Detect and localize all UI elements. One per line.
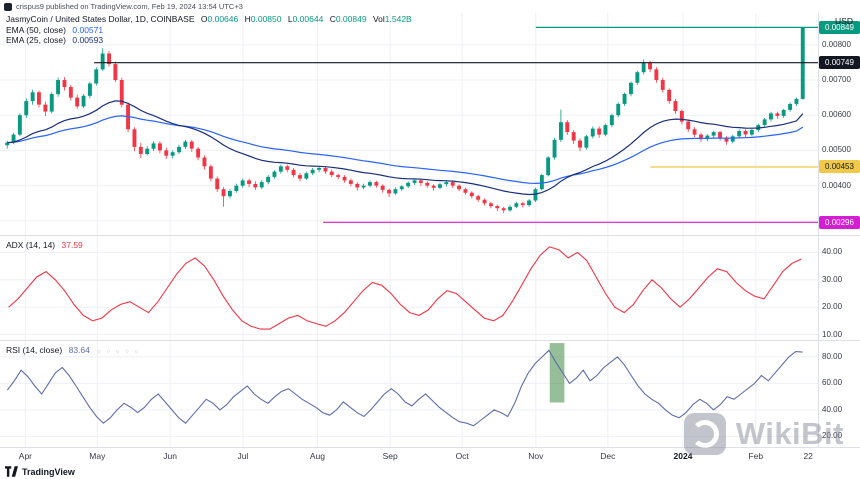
rsi-tick-label: 20.00 (822, 431, 843, 441)
time-axis-label: Sep (382, 451, 398, 461)
wikibit-watermark-text: WikiBit (735, 416, 844, 451)
ohlc-key-high: H (244, 14, 251, 24)
ema50-legend-row: EMA (50, close) 0.00571 (6, 24, 412, 36)
ema50-value: 0.00571 (72, 24, 104, 35)
ohlc-value-close: 0.00849 (335, 14, 367, 24)
rsi-tick-label: 60.00 (822, 378, 843, 388)
symbol-legend-row: JasmyCoin / United States Dollar, 1D, CO… (6, 14, 412, 25)
price-pane-chart[interactable] (0, 13, 818, 235)
price-tick-label: 0.00500 (822, 145, 851, 155)
adx-tick-label: 20.00 (822, 302, 843, 312)
ohlc-key-low: L (287, 14, 293, 24)
rsi-value: 83.64 (68, 345, 90, 355)
time-axis-label: Feb (748, 451, 764, 461)
adx-legend: ADX (14, 14) 37.59 (6, 240, 83, 250)
rsi-legend: RSI (14, close) 83.64 ○ ○ ○ ○ ○ (6, 345, 140, 355)
time-axis-label: Nov (528, 451, 544, 461)
footer-bar: TradingView (0, 464, 860, 479)
tradingview-logo-icon[interactable] (5, 466, 18, 477)
ohlc-key-open: O (200, 14, 208, 24)
time-axis-label: Apr (18, 451, 33, 461)
time-axis-label: Jun (163, 451, 177, 461)
price-axis-separator (818, 13, 819, 447)
price-tick-label: 0.00800 (822, 39, 851, 49)
ohlc-value-high: 0.00850 (250, 14, 282, 24)
rsi-tick-label: 80.00 (822, 351, 843, 361)
ohlc-value-low: 0.00644 (292, 14, 324, 24)
time-axis-label: Aug (309, 451, 325, 461)
tradingview-brand-text[interactable]: TradingView (22, 466, 75, 477)
adx-tick-label: 10.00 (822, 329, 843, 339)
time-axis-label: May (89, 451, 106, 461)
wikibit-logo-icon (683, 413, 726, 455)
adx-tick-label: 30.00 (822, 274, 843, 284)
price-level-badge: 0.00849 (819, 20, 860, 34)
time-axis-label: 2024 (673, 451, 693, 461)
volume-value: 1.542B (384, 14, 412, 24)
pane-separator-2[interactable] (0, 340, 860, 341)
ema25-legend-row: EMA (25, close) 0.00593 (6, 35, 412, 46)
rsi-label[interactable]: RSI (14, close) (6, 345, 63, 355)
symbol-title[interactable]: JasmyCoin / United States Dollar, 1D, CO… (6, 14, 195, 24)
publish-attribution-text: crispus9 published on TradingView.com, F… (16, 2, 243, 11)
price-tick-label: 0.00400 (822, 180, 851, 190)
time-axis-label: Jul (237, 451, 249, 461)
price-level-badge: 0.00749 (819, 56, 860, 70)
price-level-badge: 0.00453 (819, 160, 860, 174)
price-tick-label: 0.00700 (822, 74, 851, 84)
price-level-badge: 0.00296 (819, 215, 860, 229)
publish-attribution-bar: crispus9 published on TradingView.com, F… (4, 2, 243, 11)
adx-value: 37.59 (61, 240, 83, 250)
ohlc-value-open: 0.00646 (207, 14, 239, 24)
adx-pane-chart[interactable] (0, 236, 818, 340)
time-axis-separator (0, 447, 860, 448)
volume-label: Vol (372, 14, 385, 24)
adx-label[interactable]: ADX (14, 14) (6, 240, 56, 250)
price-tick-label: 0.00600 (822, 110, 851, 120)
time-axis-label: Oct (455, 451, 469, 461)
ema50-label[interactable]: EMA (50, close) (6, 24, 66, 35)
price-axis-currency-label: USD (835, 16, 853, 26)
pane-separator-1[interactable] (0, 235, 860, 236)
main-legend: JasmyCoin / United States Dollar, 1D, CO… (6, 14, 412, 47)
ema25-label[interactable]: EMA (25, close) (6, 35, 66, 45)
ema25-value: 0.00593 (72, 35, 104, 45)
time-axis-label: Dec (600, 451, 616, 461)
rsi-tick-label: 40.00 (822, 404, 843, 414)
adx-tick-label: 40.00 (822, 247, 843, 257)
time-axis-label: 22 (803, 451, 813, 461)
tradingview-mark-icon (4, 2, 12, 11)
rsi-hidden-plot-dots: ○ ○ ○ ○ ○ (97, 349, 141, 355)
wikibit-watermark: WikiBit (683, 413, 844, 455)
rsi-pane-chart[interactable] (0, 341, 818, 447)
ohlc-key-close: C (329, 14, 336, 24)
